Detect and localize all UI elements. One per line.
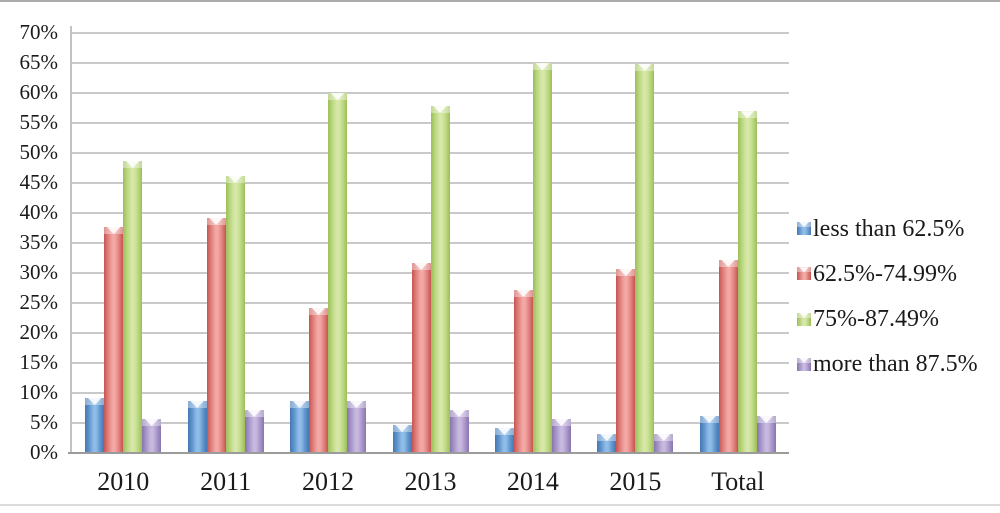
bar-2012-series-1 [309, 308, 329, 452]
bar-Total-series-2 [737, 111, 757, 452]
y-tick-label-60: 60% [19, 80, 59, 104]
bar-2014-series-2 [532, 63, 552, 452]
legend-marker-icon [797, 267, 811, 281]
legend-item-3: more than 87.5% [797, 342, 978, 387]
x-tick-label-2012: 2012 [302, 467, 355, 496]
x-tick-label-2014: 2014 [506, 467, 559, 496]
bar-2011-series-3 [244, 410, 264, 452]
y-tick-label-50: 50% [19, 140, 59, 164]
plot-area [68, 26, 789, 454]
bar-2013-series-2 [430, 105, 450, 452]
bar-2013-series-1 [411, 263, 431, 452]
bar-2015-series-1 [616, 269, 636, 452]
legend-label: less than 62.5% [813, 215, 965, 242]
bar-2014-series-1 [513, 290, 533, 452]
bar-2014-series-0 [494, 428, 514, 452]
y-tick-label-35: 35% [19, 230, 59, 254]
x-tick-label-Total: Total [711, 467, 765, 496]
bar-2010-series-3 [142, 419, 162, 452]
y-tick-label-55: 55% [19, 110, 59, 134]
legend-label: 75%-87.49% [813, 306, 939, 333]
bar-2015-series-2 [635, 63, 655, 452]
x-axis-line [68, 452, 789, 454]
bar-2014-series-3 [551, 419, 571, 452]
legend-marker-icon [797, 312, 811, 326]
y-tick-label-0: 0% [30, 440, 58, 464]
legend-label: more than 87.5% [813, 351, 978, 378]
y-tick-label-30: 30% [19, 260, 59, 284]
screenshot-bottom-edge [0, 504, 1000, 506]
bar-Total-series-0 [699, 416, 719, 452]
legend-item-1: 62.5%-74.99% [797, 251, 957, 296]
y-tick-label-20: 20% [19, 320, 59, 344]
bar-2012-series-3 [347, 401, 367, 452]
y-tick-label-40: 40% [19, 200, 59, 224]
legend-item-0: less than 62.5% [797, 206, 964, 251]
bar-2011-series-1 [206, 218, 226, 452]
legend-label: 62.5%-74.99% [813, 260, 957, 287]
y-tick-label-45: 45% [19, 170, 59, 194]
screenshot-top-edge [0, 0, 1000, 2]
bar-2012-series-0 [290, 401, 310, 452]
y-tick-label-65: 65% [19, 50, 59, 74]
bar-2010-series-2 [123, 161, 143, 452]
x-tick-label-2011: 2011 [200, 467, 252, 496]
bar-2011-series-0 [187, 401, 207, 452]
gridline-70 [72, 32, 789, 34]
bar-2012-series-2 [328, 93, 348, 452]
gridline-60 [72, 92, 789, 94]
bar-2010-series-1 [104, 227, 124, 452]
legend-marker-icon [797, 222, 811, 235]
y-tick-label-5: 5% [30, 410, 58, 434]
legend-marker-icon [797, 357, 811, 371]
y-tick-label-70: 70% [19, 20, 59, 44]
y-axis-line [70, 26, 72, 452]
y-tick-label-10: 10% [19, 380, 59, 404]
y-tick-label-25: 25% [19, 290, 59, 314]
bar-Total-series-3 [756, 416, 776, 452]
bar-2013-series-3 [449, 410, 469, 452]
gridline-65 [72, 62, 789, 64]
bar-Total-series-1 [718, 260, 738, 452]
legend-item-2: 75%-87.49% [797, 297, 939, 342]
bar-2011-series-2 [225, 176, 245, 452]
bar-2015-series-0 [597, 434, 617, 452]
y-axis: 0% 5% 10% 15% 20% 25% 30% 35% 40% 45% 50% 55% 60% 65%… [0, 0, 64, 513]
x-tick-label-2013: 2013 [404, 467, 457, 496]
bar-2010-series-0 [85, 398, 105, 452]
y-tick-label-15: 15% [19, 350, 59, 374]
x-tick-label-2010: 2010 [97, 467, 150, 496]
bar-2013-series-0 [392, 425, 412, 452]
bar-2015-series-3 [654, 434, 674, 452]
x-tick-label-2015: 2015 [609, 467, 662, 496]
